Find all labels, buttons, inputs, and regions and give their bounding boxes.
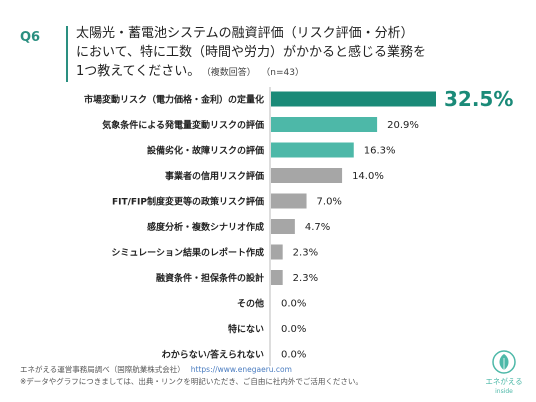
value-label: 32.5% — [444, 87, 513, 111]
value-label: 20.9% — [387, 120, 419, 131]
question-line-3: 1つ教えてください。 （複数回答） （n=43） — [76, 62, 516, 83]
value-label: 0.0% — [281, 350, 306, 361]
value-label: 2.3% — [293, 248, 318, 259]
value-label: 2.3% — [293, 273, 318, 284]
bar — [271, 193, 307, 209]
category-label: シミュレーション結果のレポート作成 — [111, 247, 264, 259]
enegaeru-logo-icon: エネがえる inside — [485, 350, 523, 395]
category-label: FIT/FIP制度変更等の政策リスク評価 — [112, 196, 264, 208]
bar — [271, 219, 295, 234]
bar — [271, 244, 283, 260]
value-label: 0.0% — [281, 324, 306, 335]
logo-sub-text: inside — [495, 388, 513, 395]
category-label: わからない/答えられない — [162, 349, 264, 361]
logo-main-text: エネがえる — [485, 376, 522, 386]
source-text: エネがえる運営事務局調べ（国際航業株式会社） — [20, 365, 185, 374]
category-label: 特にない — [228, 323, 264, 335]
category-label: 融資条件・担保条件の設計 — [156, 272, 264, 284]
source-note: エネがえる運営事務局調べ（国際航業株式会社） https://www.enegae… — [20, 364, 363, 388]
question-text: 太陽光・蓄電池システムの融資評価（リスク評価・分析） において、特に工数（時間や… — [76, 24, 516, 83]
value-label: 16.3% — [364, 146, 396, 157]
question-line-3-text: 1つ教えてください。 — [76, 64, 201, 79]
bar — [271, 142, 354, 158]
question-number: Q6 — [20, 30, 41, 45]
bar — [271, 91, 436, 107]
question-line-2: において、特に工数（時間や労力）がかかると感じる業務を — [76, 45, 426, 60]
value-label: 0.0% — [281, 299, 306, 310]
bar — [271, 168, 343, 183]
enegaeru-logo: エネがえる inside — [484, 348, 524, 396]
category-label: 事業者の信用リスク評価 — [165, 170, 264, 182]
source-link[interactable]: https://www.enegaeru.com — [190, 365, 292, 374]
value-label: 4.7% — [305, 222, 330, 233]
category-label: 設備劣化・故障リスクの評価 — [147, 145, 264, 157]
value-label: 7.0% — [317, 197, 342, 208]
multi-answer-note: （複数回答） — [206, 68, 256, 78]
question-line-1: 太陽光・蓄電池システムの融資評価（リスク評価・分析） — [76, 26, 414, 41]
category-label: 市場変動リスク（電力価格・金利）の定量化 — [84, 94, 264, 106]
bar — [271, 270, 283, 285]
category-label: 気象条件による発電量変動リスクの評価 — [102, 119, 264, 131]
usage-note: ※データやグラフにつきましては、出典・リンクを明記いただき、ご自由に社内外でご活… — [20, 377, 363, 386]
value-label: 14.0% — [352, 171, 384, 182]
question-accent-bar — [66, 26, 68, 82]
sample-size: （n=43） — [265, 68, 304, 78]
category-label: 感度分析・複数シナリオ作成 — [147, 221, 264, 233]
category-label: その他 — [237, 298, 264, 310]
bar — [271, 117, 378, 132]
